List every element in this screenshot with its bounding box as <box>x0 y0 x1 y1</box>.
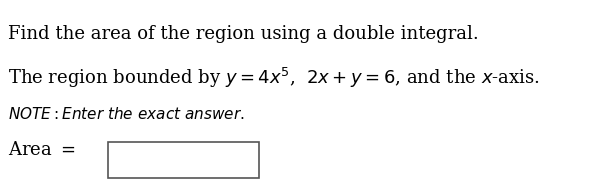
Text: Find the area of the region using a double integral.: Find the area of the region using a doub… <box>8 25 478 43</box>
Text: Area $=$: Area $=$ <box>8 141 75 159</box>
FancyBboxPatch shape <box>108 142 260 178</box>
Text: $\it{NOTE: Enter\ the\ exact\ answer.}$: $\it{NOTE: Enter\ the\ exact\ answer.}$ <box>8 106 245 122</box>
Text: The region bounded by $y = 4x^5$,  $2x + y = 6$, and the $x$-axis.: The region bounded by $y = 4x^5$, $2x + … <box>8 65 539 90</box>
